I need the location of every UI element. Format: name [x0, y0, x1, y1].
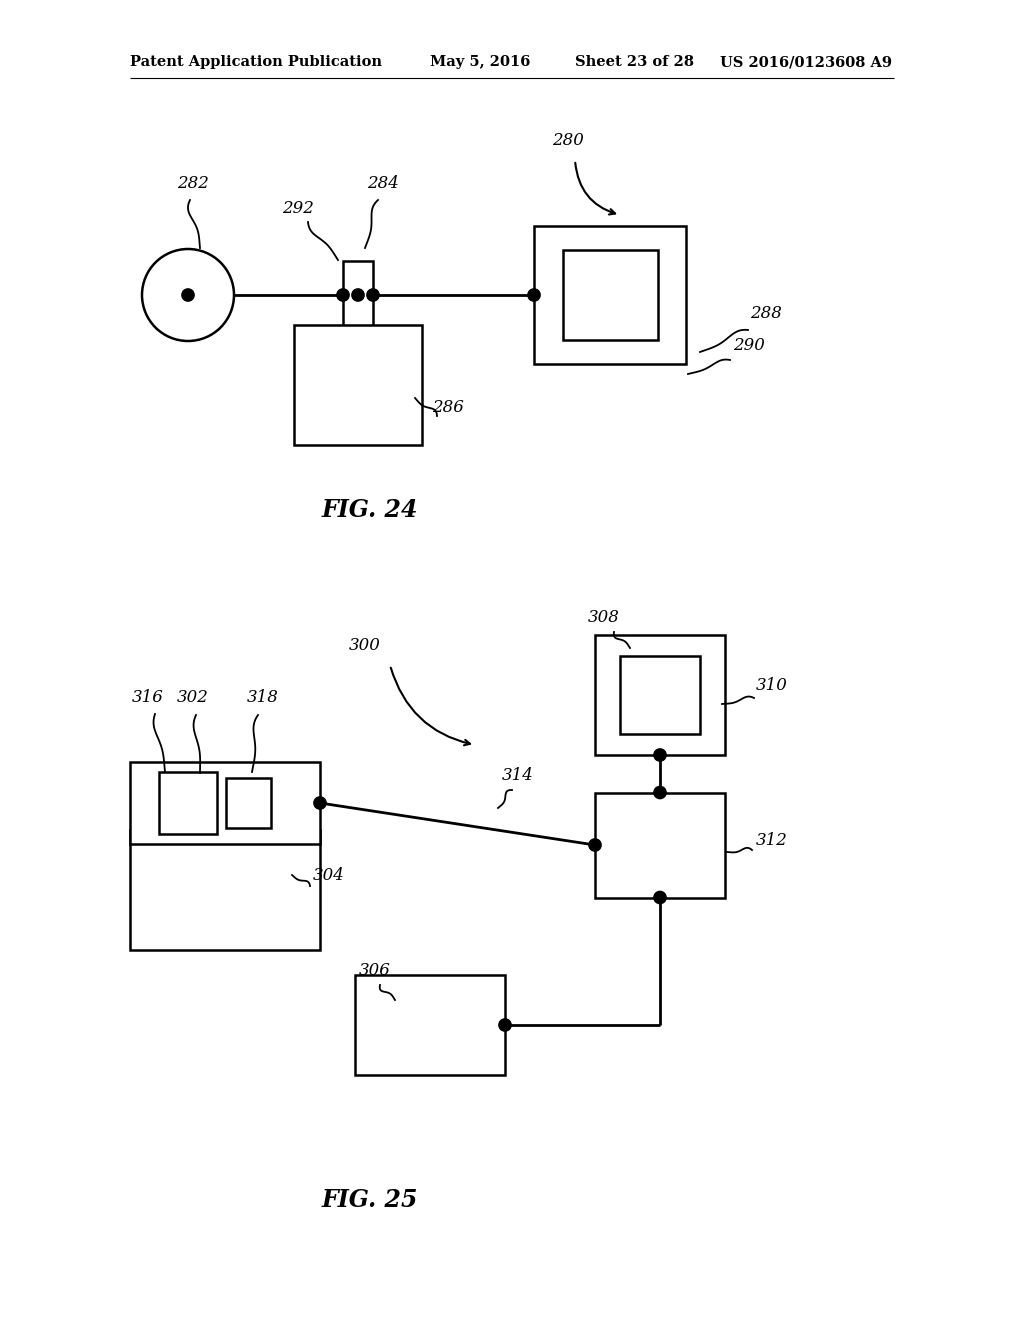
Bar: [130, 762, 319, 843]
Text: 280: 280: [552, 132, 584, 149]
Bar: [130, 830, 319, 950]
Circle shape: [499, 1019, 511, 1031]
Text: 290: 290: [733, 337, 765, 354]
Text: 312: 312: [756, 832, 787, 849]
Circle shape: [352, 289, 365, 301]
Circle shape: [313, 797, 326, 809]
Circle shape: [142, 249, 234, 341]
Text: US 2016/0123608 A9: US 2016/0123608 A9: [720, 55, 892, 69]
Text: 304: 304: [313, 867, 345, 884]
Text: 306: 306: [359, 962, 391, 979]
Bar: [159, 772, 217, 834]
Text: 300: 300: [349, 638, 381, 653]
Text: 288: 288: [750, 305, 782, 322]
Text: 286: 286: [432, 399, 464, 416]
Text: 314: 314: [502, 767, 534, 784]
Text: 284: 284: [367, 176, 399, 191]
Circle shape: [654, 748, 667, 762]
Text: 316: 316: [132, 689, 164, 706]
Circle shape: [182, 289, 195, 301]
Circle shape: [367, 289, 379, 301]
Text: 318: 318: [247, 689, 279, 706]
Text: 308: 308: [588, 609, 620, 626]
Bar: [595, 792, 725, 898]
Bar: [294, 325, 422, 445]
Bar: [595, 635, 725, 755]
Bar: [343, 261, 373, 329]
Circle shape: [337, 289, 349, 301]
Bar: [355, 975, 505, 1074]
Bar: [534, 226, 686, 364]
Text: 292: 292: [282, 201, 314, 216]
Circle shape: [527, 289, 540, 301]
Bar: [225, 777, 270, 828]
Bar: [562, 249, 657, 341]
Circle shape: [589, 838, 601, 851]
Circle shape: [654, 891, 667, 904]
Text: 302: 302: [177, 689, 209, 706]
Text: Sheet 23 of 28: Sheet 23 of 28: [575, 55, 694, 69]
Text: FIG. 25: FIG. 25: [322, 1188, 418, 1212]
Bar: [620, 656, 700, 734]
Text: Patent Application Publication: Patent Application Publication: [130, 55, 382, 69]
Text: 310: 310: [756, 677, 787, 694]
Text: 282: 282: [177, 176, 209, 191]
Text: FIG. 24: FIG. 24: [322, 498, 418, 521]
Circle shape: [654, 787, 667, 799]
Text: May 5, 2016: May 5, 2016: [430, 55, 530, 69]
